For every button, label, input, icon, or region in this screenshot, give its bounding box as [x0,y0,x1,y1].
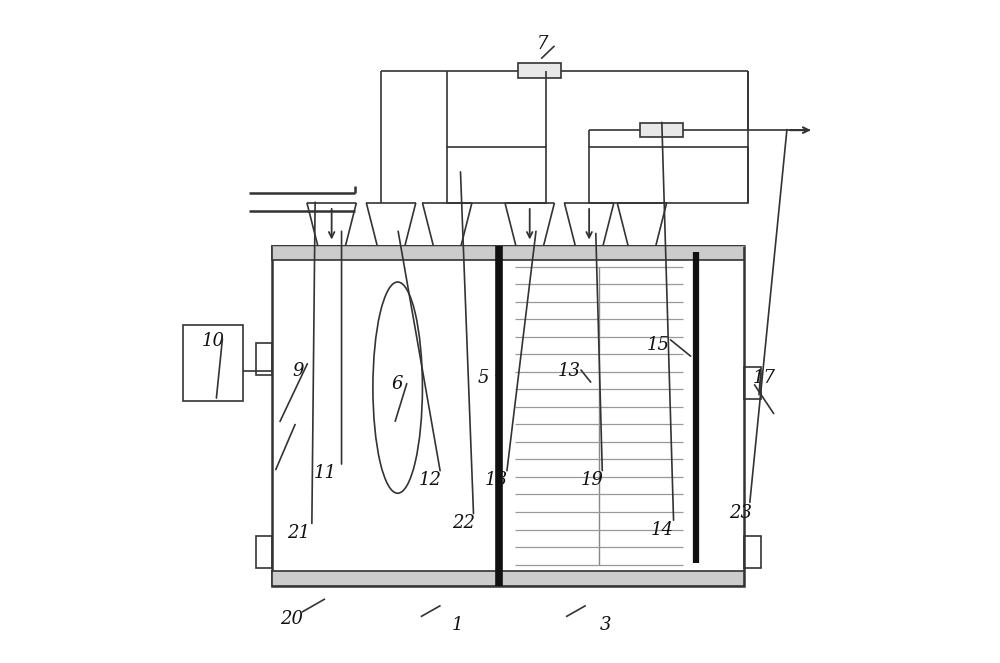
Bar [272,571,744,585]
Bar [272,246,744,585]
Text: 23: 23 [729,504,752,522]
Text: 3: 3 [600,617,611,634]
Bar [256,343,272,375]
Text: 17: 17 [753,369,776,387]
Bar [183,325,243,401]
Text: 6: 6 [392,375,403,393]
Text: 19: 19 [581,471,604,489]
Bar [272,246,744,260]
Bar [256,536,272,568]
Text: 15: 15 [647,335,670,353]
Text: 1: 1 [451,617,463,634]
Text: 10: 10 [201,332,224,351]
Text: 13: 13 [558,362,581,380]
Text: 22: 22 [452,514,475,532]
Text: 11: 11 [314,465,337,483]
Text: 18: 18 [485,471,508,489]
Bar [518,64,561,78]
Text: 21: 21 [287,524,310,542]
Bar [744,367,761,398]
Bar [447,147,546,203]
Text: 20: 20 [281,610,304,628]
Text: 5: 5 [478,369,489,387]
Text: 9: 9 [293,362,304,380]
Bar [589,147,748,203]
Text: 7: 7 [537,35,549,53]
Text: 14: 14 [650,520,673,538]
Bar [744,536,761,568]
Bar [640,123,683,137]
Text: 12: 12 [419,471,442,489]
